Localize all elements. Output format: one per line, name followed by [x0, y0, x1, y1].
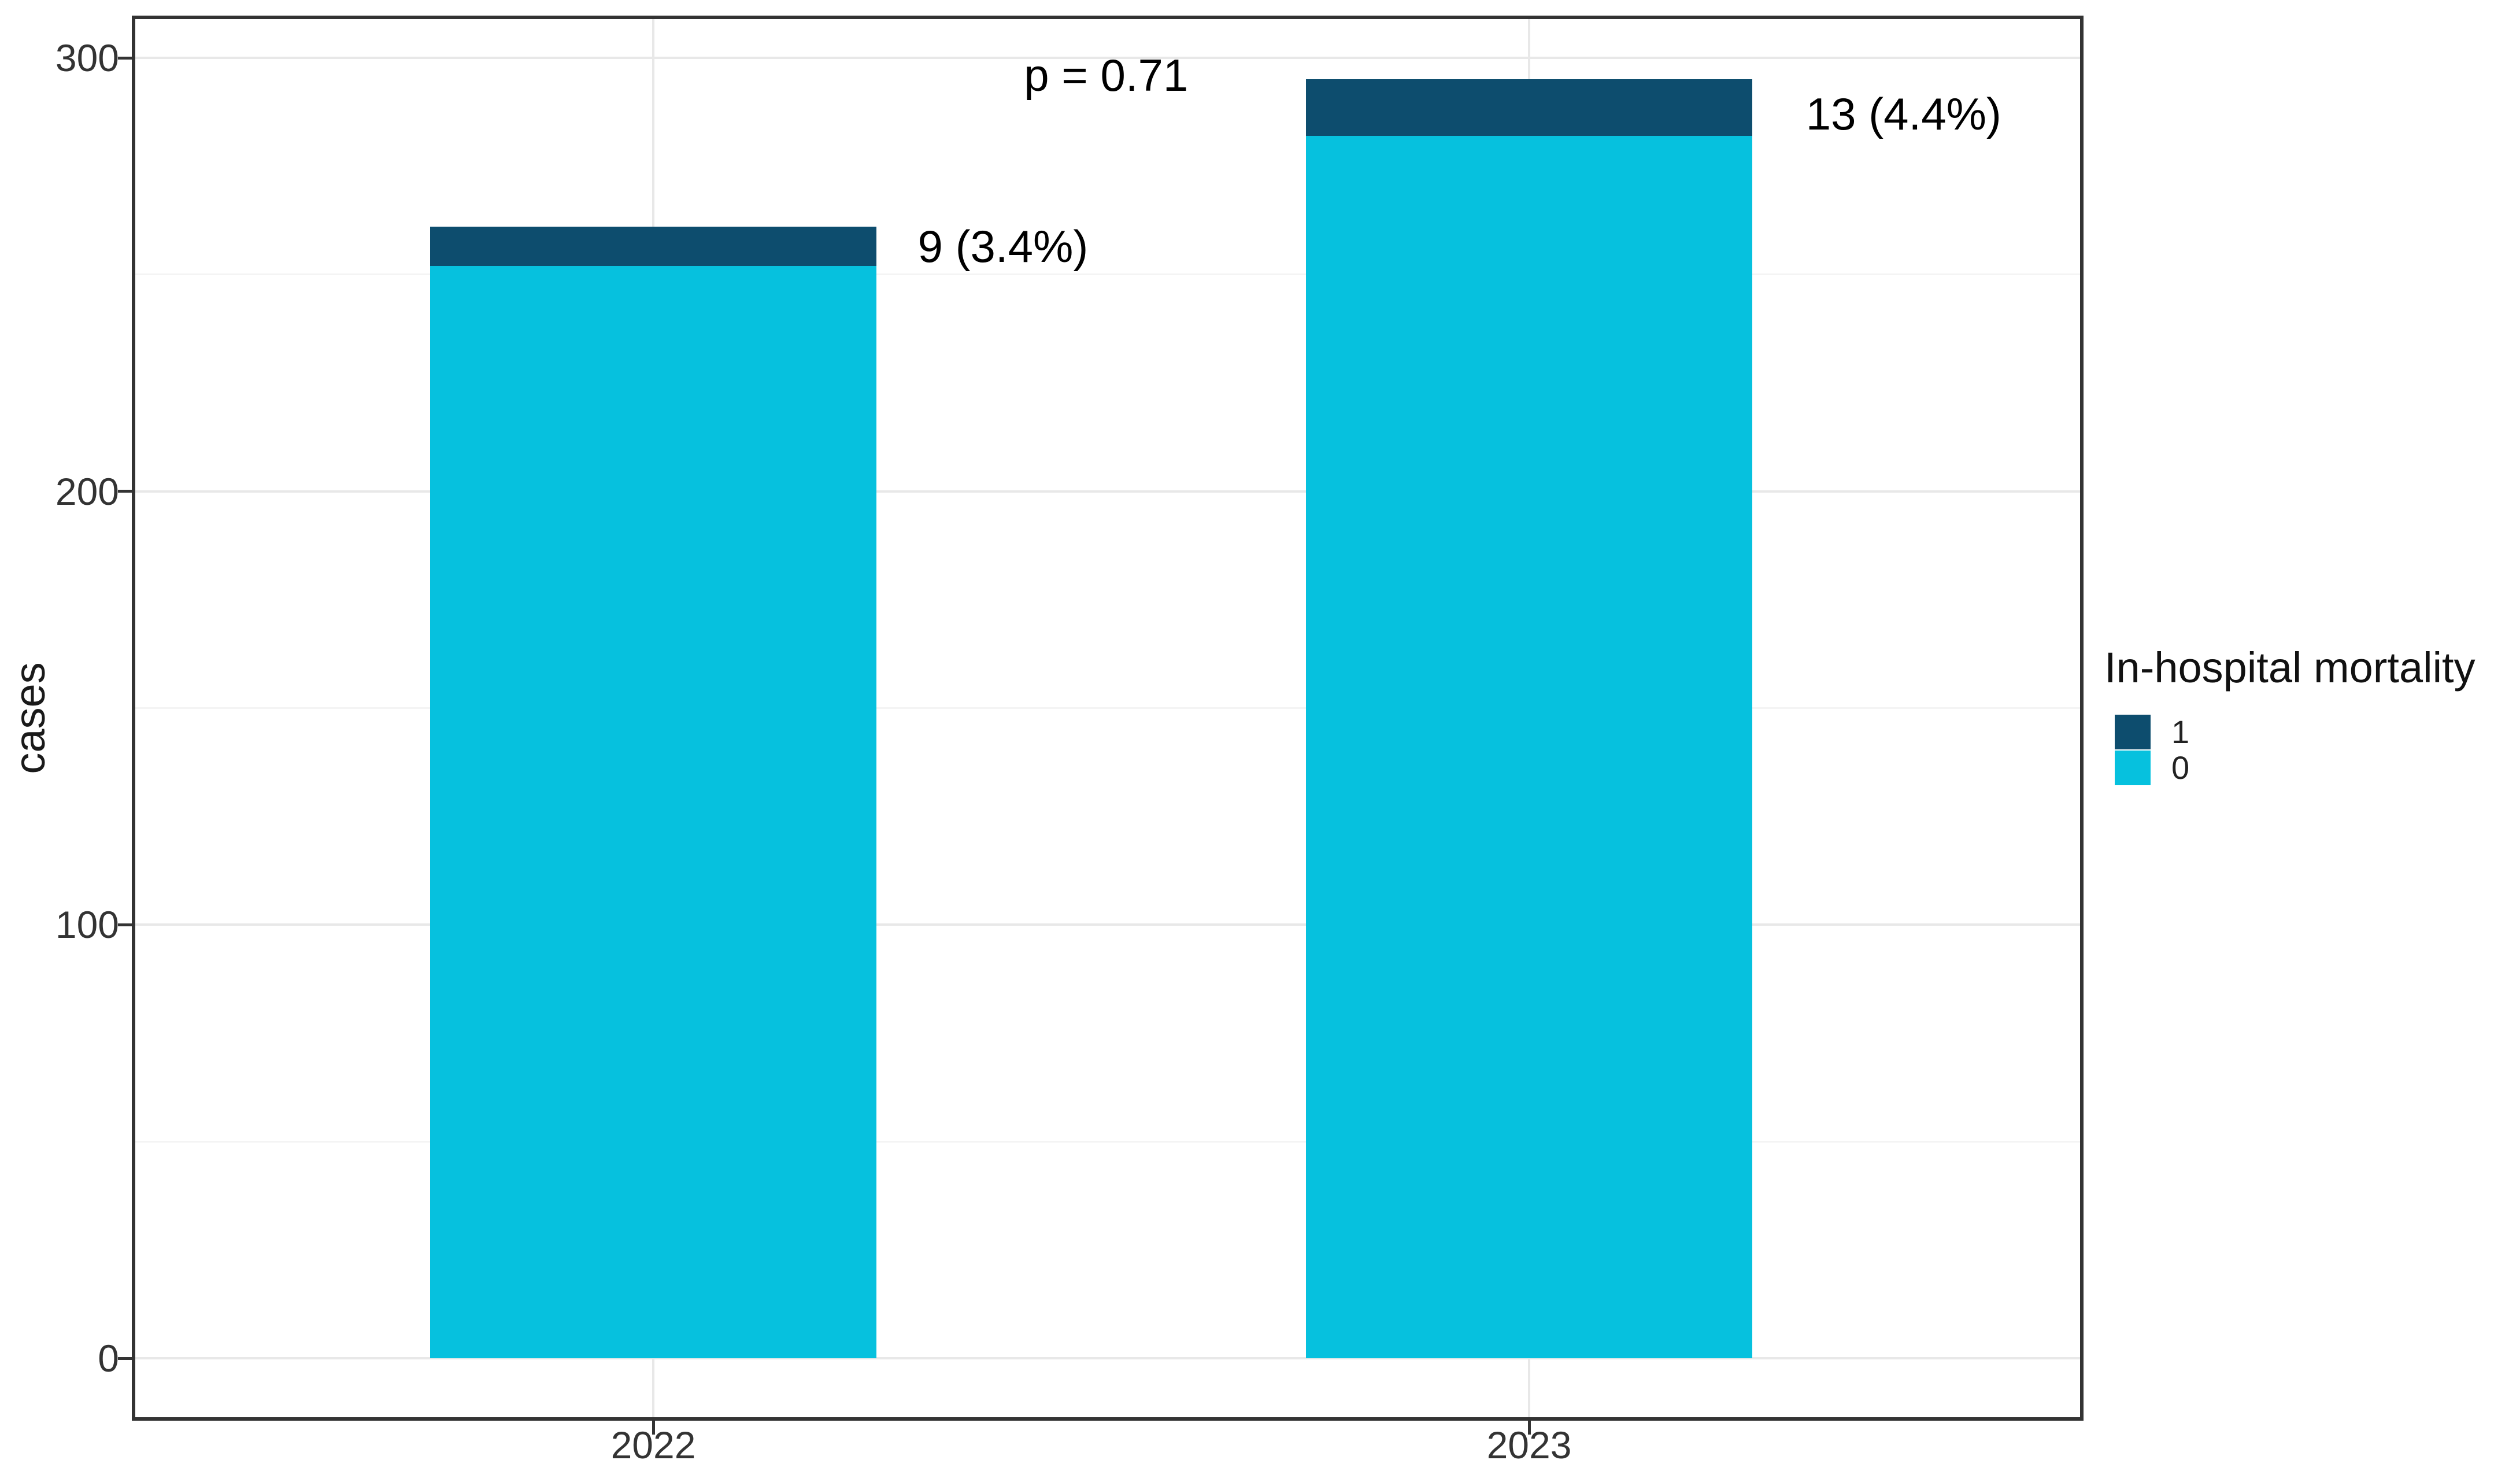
bar-segment-2022-mortality-1	[430, 227, 876, 266]
y-tick-label: 300	[55, 36, 119, 79]
x-axis-tick	[652, 1421, 655, 1435]
bar-segment-2023-mortality-1	[1306, 79, 1752, 136]
y-tick-label: 200	[55, 470, 119, 513]
y-axis-tick	[118, 923, 132, 926]
y-axis-tick	[118, 56, 132, 60]
legend-title: In-hospital mortality	[2104, 644, 2475, 692]
y-tick-label: 0	[98, 1337, 119, 1380]
x-axis-tick	[1527, 1421, 1531, 1435]
y-gridline-minor	[135, 707, 2080, 709]
legend-label-mortality-0: 0	[2171, 749, 2190, 786]
y-axis-tick	[118, 490, 132, 493]
x-tick-label-2022: 2022	[610, 1424, 696, 1466]
annotation-1: 9 (3.4%)	[917, 221, 1089, 272]
y-gridline-major	[135, 1357, 2080, 1359]
y-tick-label: 100	[55, 903, 119, 947]
legend-key-mortality-0	[2115, 751, 2151, 785]
y-gridline-minor	[135, 1140, 2080, 1143]
legend-label-mortality-1: 1	[2171, 714, 2190, 750]
y-axis-tick	[118, 1357, 132, 1360]
plot-panel-border	[132, 16, 2084, 1421]
bar-segment-2023-mortality-0	[1306, 135, 1752, 1358]
x-tick-label-2023: 2023	[1486, 1424, 1572, 1466]
y-gridline-minor	[135, 273, 2080, 276]
legend-key-mortality-1	[2115, 715, 2151, 749]
annotation-0: p = 0.71	[1024, 49, 1189, 101]
bar-segment-2022-mortality-0	[430, 265, 876, 1358]
y-gridline-major	[135, 57, 2080, 59]
annotation-2: 13 (4.4%)	[1805, 88, 2001, 140]
y-gridline-major	[135, 490, 2080, 493]
y-axis-title: cases	[6, 662, 54, 774]
y-gridline-major	[135, 923, 2080, 926]
